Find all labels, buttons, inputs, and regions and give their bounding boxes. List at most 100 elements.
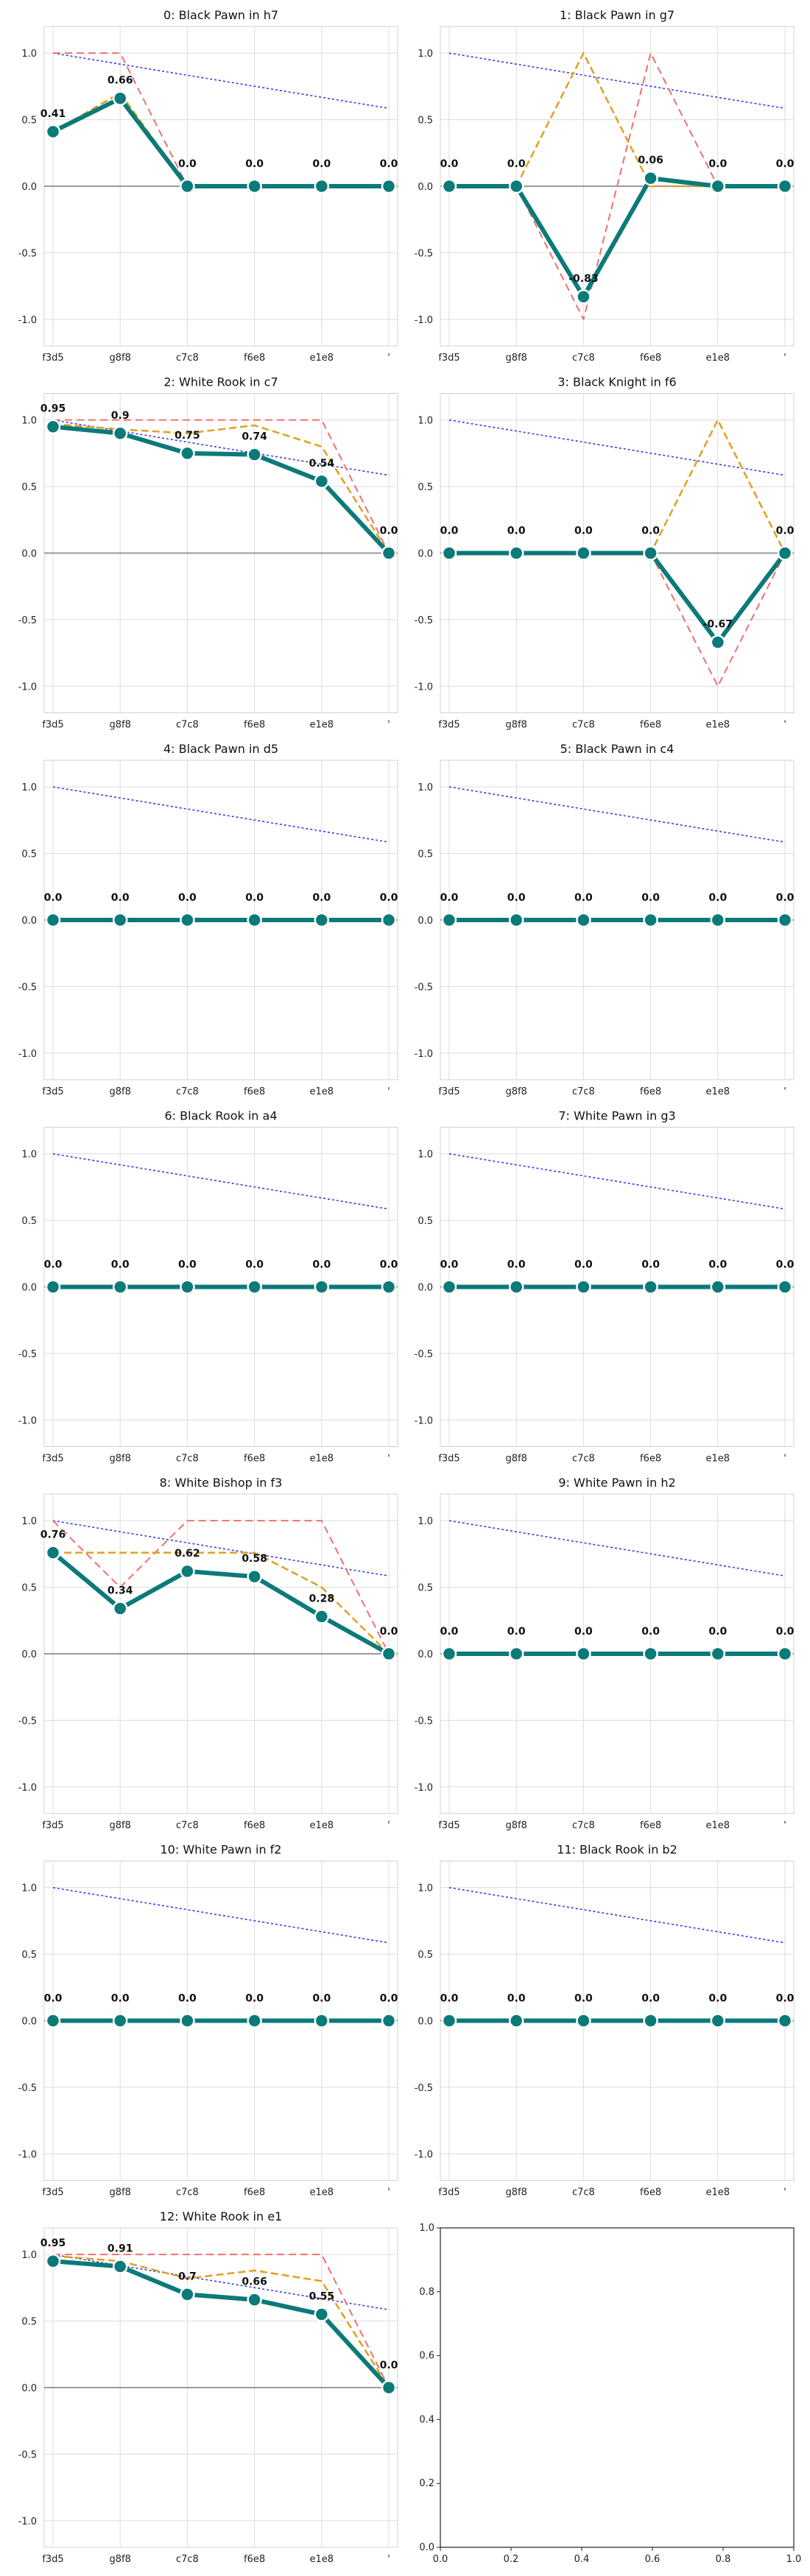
y-tick-label: -1.0 (415, 315, 433, 326)
series-line-blue (52, 1520, 390, 1577)
x-tick-label: c7c8 (572, 1086, 595, 1097)
x-tick-label: f3d5 (438, 1086, 459, 1097)
data-point (45, 1545, 61, 1560)
data-label: -0.83 (568, 273, 598, 285)
data-point (643, 1279, 658, 1295)
data-label: 0.0 (708, 892, 727, 904)
data-label: 0.0 (776, 892, 795, 904)
data-point (180, 2013, 195, 2028)
data-label: 0.0 (440, 526, 459, 537)
chart-panel-0: 0: Black Pawn in h7 1.0 0.5 0.0 -0.5 -1.0 f3d5… (18, 8, 398, 364)
data-label: 0.95 (40, 2237, 66, 2249)
data-label: 0.0 (245, 1259, 264, 1271)
data-point (180, 2287, 195, 2302)
y-tick-label: -1.0 (18, 1415, 37, 1426)
data-label: 0.0 (708, 158, 727, 170)
data-label: 0.0 (440, 1626, 459, 1638)
x-tick-label: e1e8 (310, 1454, 334, 1465)
data-point (710, 1279, 726, 1295)
x-tick-label: ' (387, 353, 390, 364)
data-point (441, 545, 457, 561)
x-tick-label: ' (783, 720, 786, 731)
x-tick-label: e1e8 (310, 2187, 334, 2198)
x-tick-label: f6e8 (244, 720, 265, 731)
data-point (381, 545, 397, 561)
y-tick-label: 0.5 (21, 1216, 37, 1227)
x-tick-label: g8f8 (110, 1454, 131, 1465)
data-point (441, 1646, 457, 1662)
data-label: 0.41 (40, 108, 66, 120)
data-label: 0.0 (641, 1259, 660, 1271)
y-tick-label: 1.0 (418, 1883, 433, 1894)
x-tick-label: f3d5 (438, 353, 459, 364)
x-tick-label: ' (387, 2554, 390, 2565)
x-tick-label: f6e8 (244, 2554, 265, 2565)
series-line-red (52, 1520, 390, 1655)
data-label: 0.0 (641, 1993, 660, 2005)
x-tick-label: f3d5 (438, 720, 459, 731)
x-tick-label: e1e8 (310, 1086, 334, 1097)
y-tick-label: 0.6 (419, 2351, 434, 2362)
data-point (576, 2013, 591, 2028)
x-tick-label: f6e8 (244, 1820, 265, 1831)
chart-panel-9: 9: White Pawn in h2 1.0 0.5 0.0 -0.5 -1.0 f3d5… (415, 1476, 795, 1831)
data-point (112, 1601, 128, 1616)
data-point (314, 1279, 330, 1295)
series-line-blue (52, 786, 390, 843)
x-tick-label: 0.2 (504, 2554, 519, 2565)
data-point (180, 1563, 195, 1579)
y-tick-label: 0.0 (21, 1649, 37, 1660)
data-label: 0.0 (44, 1993, 63, 2005)
chart-title: 2: White Rook in c7 (163, 375, 278, 389)
data-label: 0.0 (776, 158, 795, 170)
data-point (247, 1279, 262, 1295)
data-point (441, 912, 457, 928)
data-label: 0.0 (178, 1259, 197, 1271)
data-point (643, 545, 658, 561)
data-label: 0.95 (40, 403, 66, 415)
data-point (777, 2013, 793, 2028)
data-point (314, 1609, 330, 1624)
data-point (441, 1279, 457, 1295)
x-tick-label: f3d5 (42, 1454, 63, 1465)
data-point (643, 1646, 658, 1662)
data-point (112, 2259, 128, 2274)
data-label: 0.0 (245, 1993, 264, 2005)
series-line-main (449, 176, 785, 300)
y-tick-label: 1.0 (418, 49, 433, 60)
data-label: 0.55 (309, 2291, 335, 2303)
x-tick-label: e1e8 (706, 1454, 730, 1465)
series-line-blue (52, 419, 390, 476)
chart-panel-6: 6: Black Rook in a4 1.0 0.5 0.0 -0.5 -1.0 f3d5… (18, 1109, 398, 1465)
data-point (381, 1279, 397, 1295)
x-tick-label: f3d5 (438, 1820, 459, 1831)
data-label: 0.66 (108, 75, 133, 87)
y-tick-label: -1.0 (18, 682, 37, 693)
y-tick-label: -0.5 (18, 1716, 37, 1727)
x-tick-label: e1e8 (310, 1820, 334, 1831)
data-label: 0.0 (776, 1626, 795, 1638)
chart-title: 5: Black Pawn in c4 (560, 742, 675, 756)
x-tick-label: g8f8 (506, 720, 527, 731)
data-point (112, 425, 128, 441)
x-tick-label: f6e8 (244, 353, 265, 364)
data-label: 0.0 (380, 526, 398, 537)
data-label: 0.0 (111, 1993, 130, 2005)
x-tick-label: g8f8 (506, 1086, 527, 1097)
x-tick-label: c7c8 (176, 720, 199, 731)
y-tick-label: 0.0 (21, 2383, 37, 2394)
data-label: 0.0 (507, 1993, 526, 2005)
x-tick-label: g8f8 (110, 2554, 131, 2565)
series-line-blue (448, 1153, 786, 1210)
y-tick-label: -0.5 (18, 248, 37, 259)
series-line-blue (52, 52, 390, 110)
data-point (710, 912, 726, 928)
y-tick-label: 0.5 (418, 116, 433, 127)
y-tick-label: -0.5 (18, 615, 37, 626)
y-tick-label: 1.0 (21, 416, 37, 427)
series-line-main (449, 551, 787, 645)
data-label: 0.0 (776, 526, 795, 537)
x-tick-label: f3d5 (42, 2187, 63, 2198)
y-tick-label: 0.5 (21, 849, 37, 860)
y-tick-label: 0.0 (418, 916, 433, 927)
